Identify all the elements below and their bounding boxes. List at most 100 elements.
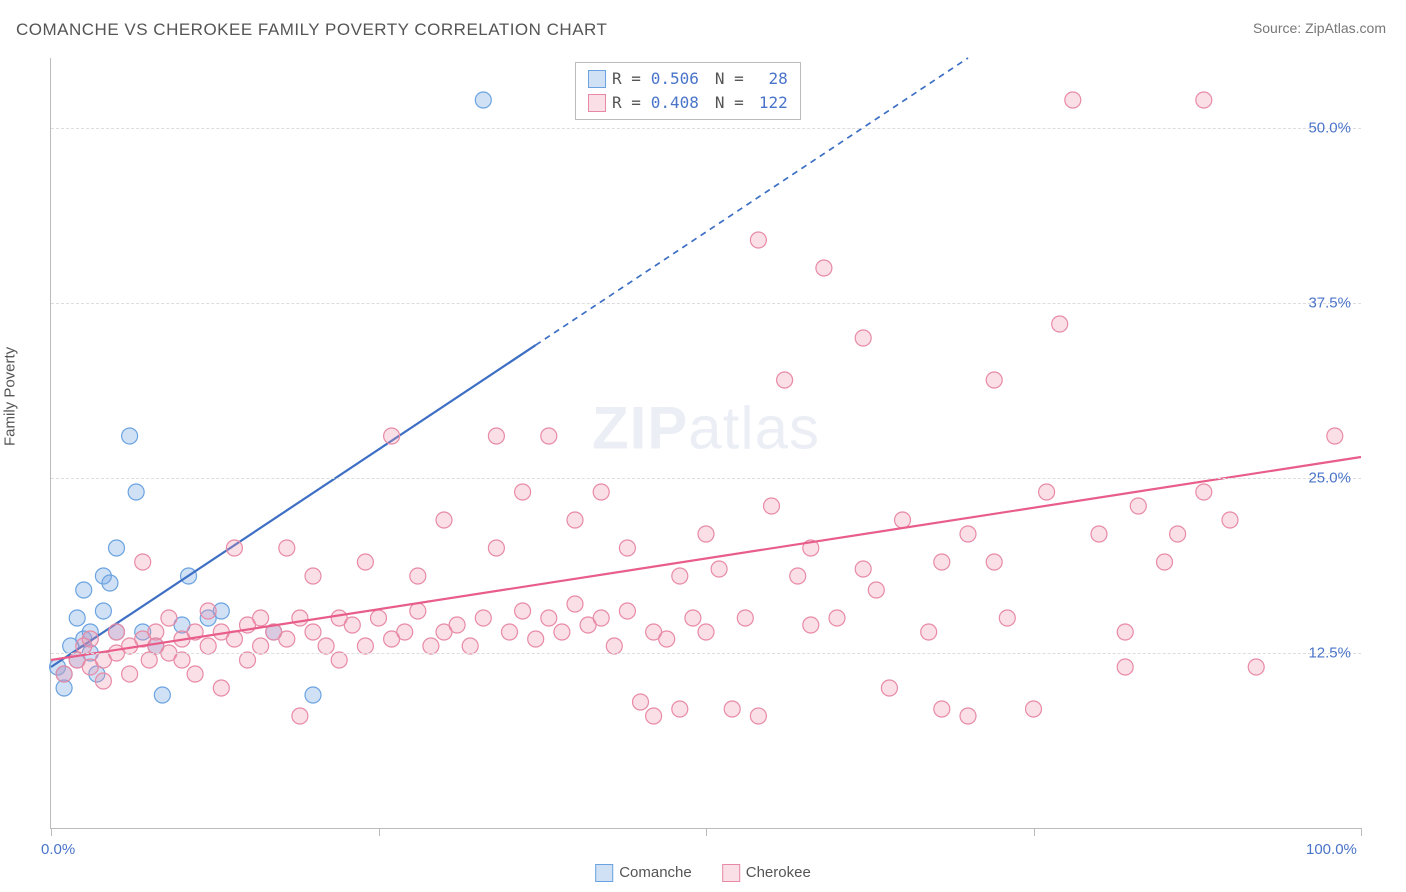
- data-point: [292, 610, 308, 626]
- data-point: [764, 498, 780, 514]
- legend-item: Comanche: [595, 864, 692, 882]
- data-point: [999, 610, 1015, 626]
- data-point: [410, 568, 426, 584]
- data-point: [1091, 526, 1107, 542]
- data-point: [606, 638, 622, 654]
- chart-plot-area: ZIPatlas R =0.506N =28R =0.408N =122 12.…: [50, 58, 1361, 829]
- stats-r-label: R =: [612, 91, 641, 115]
- data-point: [161, 610, 177, 626]
- data-point: [174, 652, 190, 668]
- data-point: [724, 701, 740, 717]
- source-link[interactable]: ZipAtlas.com: [1305, 20, 1386, 36]
- data-point: [750, 708, 766, 724]
- data-point: [95, 603, 111, 619]
- data-point: [102, 575, 118, 591]
- data-point: [475, 610, 491, 626]
- data-point: [331, 652, 347, 668]
- legend-swatch: [722, 864, 740, 882]
- stats-row: R =0.506N =28: [588, 67, 788, 91]
- data-point: [685, 610, 701, 626]
- data-point: [829, 610, 845, 626]
- data-point: [1157, 554, 1173, 570]
- data-point: [56, 666, 72, 682]
- data-point: [475, 92, 491, 108]
- data-point: [777, 372, 793, 388]
- stats-r-value: 0.506: [647, 67, 699, 91]
- data-point: [567, 596, 583, 612]
- data-point: [659, 631, 675, 647]
- data-point: [128, 484, 144, 500]
- data-point: [357, 638, 373, 654]
- data-point: [855, 561, 871, 577]
- grid-line: [51, 303, 1361, 304]
- data-point: [122, 666, 138, 682]
- data-point: [1117, 659, 1133, 675]
- x-tick-label: 100.0%: [1306, 841, 1357, 858]
- data-point: [357, 554, 373, 570]
- data-point: [82, 631, 98, 647]
- data-point: [515, 603, 531, 619]
- stats-n-label: N =: [715, 67, 744, 91]
- data-point: [200, 638, 216, 654]
- data-point: [279, 540, 295, 556]
- data-point: [1052, 316, 1068, 332]
- legend-item: Cherokee: [722, 864, 811, 882]
- data-point: [253, 638, 269, 654]
- data-point: [633, 694, 649, 710]
- stats-r-label: R =: [612, 67, 641, 91]
- data-point: [1327, 428, 1343, 444]
- legend-swatch: [588, 94, 606, 112]
- data-point: [109, 540, 125, 556]
- x-tick: [51, 828, 52, 836]
- legend-swatch: [595, 864, 613, 882]
- grid-line: [51, 478, 1361, 479]
- x-tick: [706, 828, 707, 836]
- bottom-legend: Comanche Cherokee: [595, 864, 811, 882]
- legend-swatch: [588, 70, 606, 88]
- data-point: [344, 617, 360, 633]
- data-point: [200, 603, 216, 619]
- data-point: [135, 554, 151, 570]
- data-point: [790, 568, 806, 584]
- data-point: [423, 638, 439, 654]
- data-point: [384, 428, 400, 444]
- data-point: [76, 582, 92, 598]
- data-point: [921, 624, 937, 640]
- data-point: [397, 624, 413, 640]
- data-point: [226, 540, 242, 556]
- data-point: [803, 617, 819, 633]
- data-point: [1170, 526, 1186, 542]
- y-tick-label: 37.5%: [1308, 295, 1351, 312]
- data-point: [672, 568, 688, 584]
- data-point: [1065, 92, 1081, 108]
- data-point: [410, 603, 426, 619]
- data-point: [960, 708, 976, 724]
- data-point: [1248, 659, 1264, 675]
- data-point: [986, 554, 1002, 570]
- data-point: [69, 610, 85, 626]
- stats-r-value: 0.408: [647, 91, 699, 115]
- chart-title: COMANCHE VS CHEROKEE FAMILY POVERTY CORR…: [16, 20, 607, 40]
- data-point: [541, 428, 557, 444]
- data-point: [750, 232, 766, 248]
- data-point: [593, 610, 609, 626]
- data-point: [593, 484, 609, 500]
- data-point: [305, 624, 321, 640]
- data-point: [895, 512, 911, 528]
- y-tick-label: 12.5%: [1308, 645, 1351, 662]
- data-point: [541, 610, 557, 626]
- data-point: [554, 624, 570, 640]
- data-point: [934, 701, 950, 717]
- data-point: [318, 638, 334, 654]
- data-point: [305, 568, 321, 584]
- data-point: [986, 372, 1002, 388]
- data-point: [449, 617, 465, 633]
- data-point: [213, 680, 229, 696]
- data-point: [253, 610, 269, 626]
- data-point: [698, 526, 714, 542]
- data-point: [855, 330, 871, 346]
- data-point: [881, 680, 897, 696]
- data-point: [279, 631, 295, 647]
- data-point: [816, 260, 832, 276]
- data-point: [711, 561, 727, 577]
